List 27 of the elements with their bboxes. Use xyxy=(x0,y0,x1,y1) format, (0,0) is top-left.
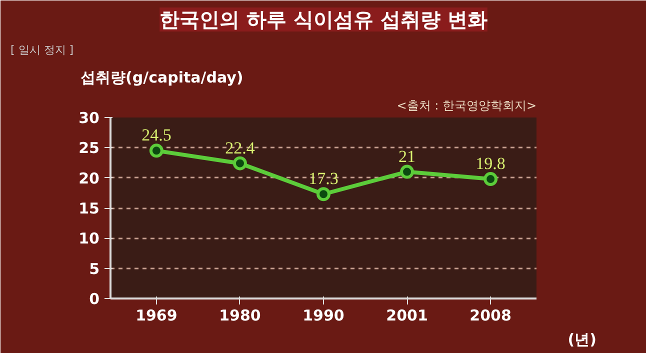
data-label: 19.8 xyxy=(476,154,506,174)
y-tick-label: 15 xyxy=(78,200,100,218)
x-tick-label: 2001 xyxy=(386,306,428,324)
y-tick-label: 5 xyxy=(89,260,100,278)
y-tick-label: 25 xyxy=(78,139,100,158)
x-tick-label: 1980 xyxy=(219,306,261,324)
data-label: 17.3 xyxy=(308,169,338,188)
data-label: 21 xyxy=(398,146,416,166)
y-tick-label: 0 xyxy=(89,290,100,308)
point xyxy=(316,187,330,202)
chart-title: 한국인의 하루 식이섬유 섭취량 변화 xyxy=(160,8,488,32)
y-tick-label: 20 xyxy=(78,169,100,188)
text: <출처 : 한국영양학회지> xyxy=(396,98,536,112)
point xyxy=(232,156,247,170)
point xyxy=(149,144,164,158)
point xyxy=(400,164,414,179)
y-tick-label: 10 xyxy=(78,230,100,248)
data-label: 22.4 xyxy=(225,138,256,158)
x-tick-label: 1990 xyxy=(302,306,344,324)
point xyxy=(484,172,498,186)
x-tick-label: 1969 xyxy=(136,306,178,324)
x-axis-title: (년) xyxy=(568,330,597,348)
y-axis-title: 섭취량(g/capita/day) xyxy=(80,68,244,86)
text: [ 일시 정지 ] xyxy=(10,44,74,56)
y-tick-label: 30 xyxy=(78,109,100,127)
data-label: 24.5 xyxy=(142,126,172,145)
x-tick-label: 2008 xyxy=(470,306,512,324)
